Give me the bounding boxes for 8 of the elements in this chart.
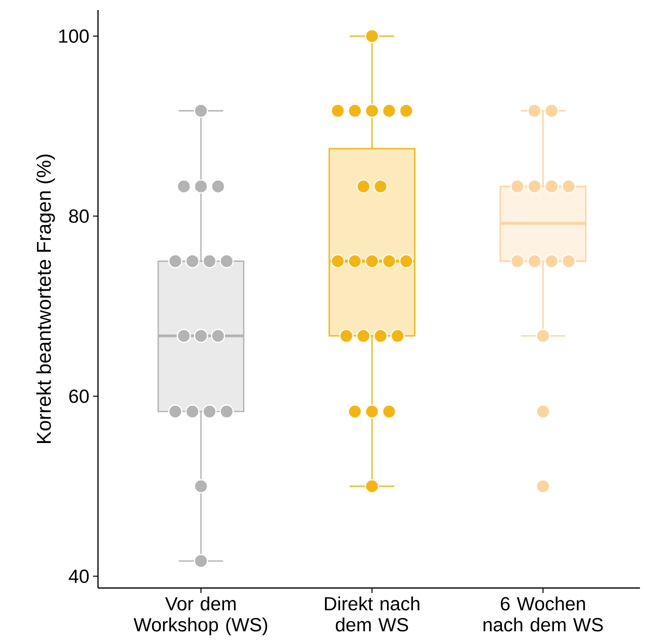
x-tick-label: 6 Wochen nach dem WS <box>484 596 603 632</box>
x-tick-label: Direkt nach dem WS <box>324 596 420 632</box>
y-tick-label: 40 <box>68 570 89 584</box>
y-tick-label: 80 <box>69 209 89 223</box>
y-tick-label: 100 <box>59 29 89 43</box>
y-tick-label: 60 <box>69 389 89 403</box>
y-axis-title: Korrekt beantwortete Fragen (%) <box>36 154 55 443</box>
x-tick-label: Vor dem Workshop (WS) <box>134 596 268 636</box>
